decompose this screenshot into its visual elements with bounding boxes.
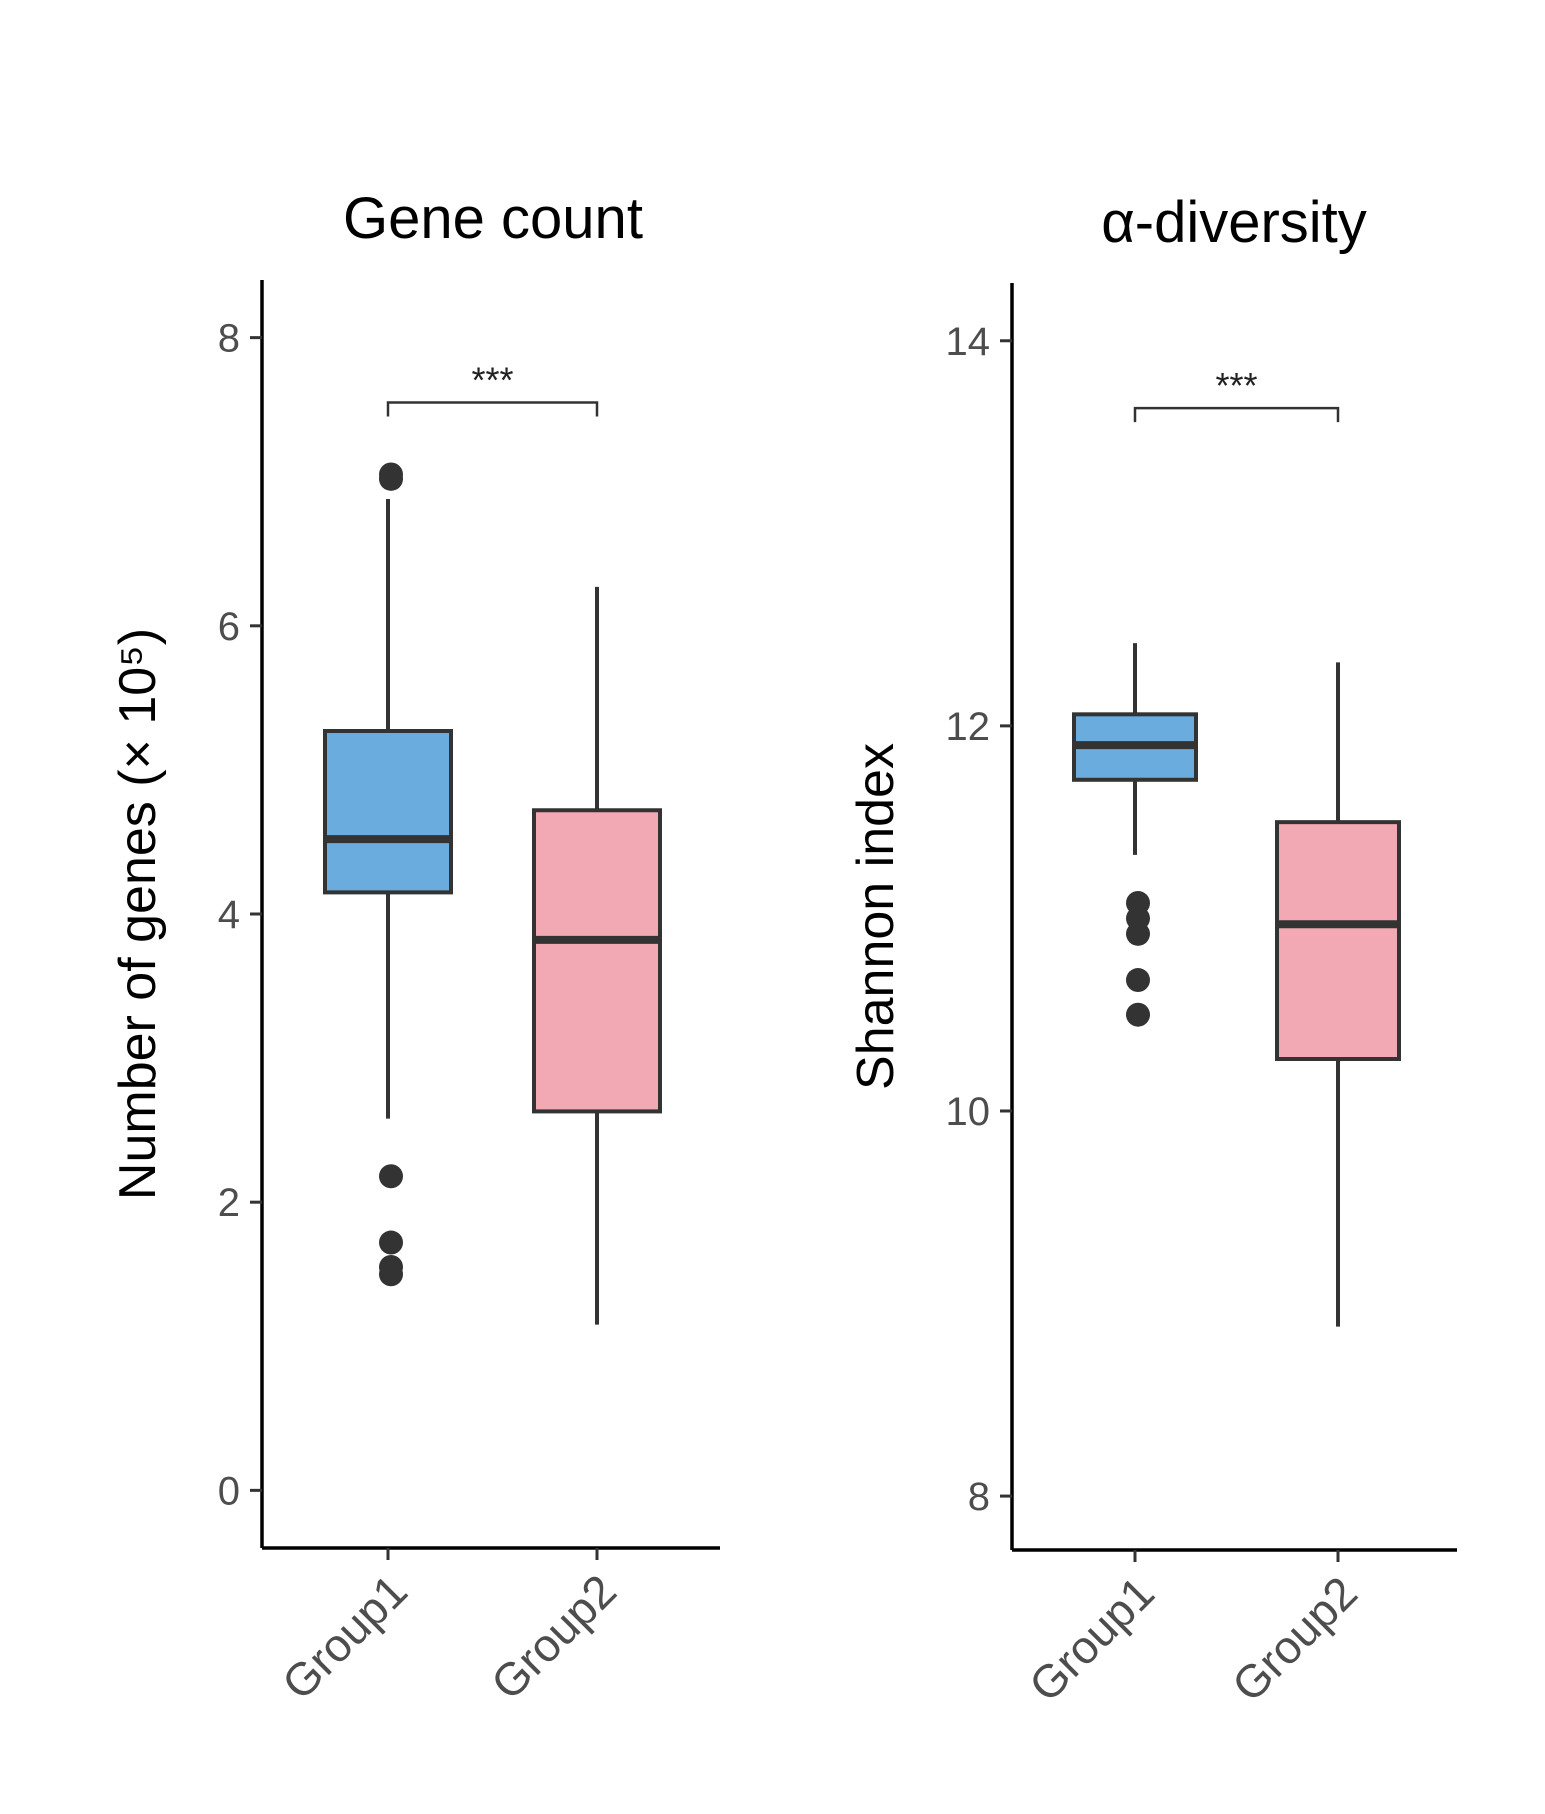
x-category-label: Group1 bbox=[1019, 1566, 1164, 1711]
y-tick-label: 8 bbox=[218, 317, 240, 361]
y-tick-label: 10 bbox=[946, 1090, 991, 1134]
box-group1 bbox=[1072, 643, 1198, 1027]
y-axis-label: Shannon index bbox=[847, 743, 905, 1090]
y-tick-label: 2 bbox=[218, 1181, 240, 1225]
y-axis-label: Number of genes (× 10⁵) bbox=[109, 628, 167, 1200]
significance-label: *** bbox=[1215, 365, 1257, 406]
chart-title: α-diversity bbox=[1101, 190, 1367, 255]
box-group2 bbox=[1275, 662, 1401, 1327]
outlier-point bbox=[379, 1230, 403, 1255]
significance-bracket bbox=[386, 401, 599, 417]
chart-panel-2: α-diversity Shannon index 8 10 12 14 Group1 Gro… bbox=[847, 190, 1457, 1712]
y-tick-label: 0 bbox=[218, 1469, 240, 1513]
outlier-point bbox=[379, 466, 403, 491]
box-group1 bbox=[323, 462, 453, 1287]
outlier-point bbox=[1126, 1002, 1150, 1027]
outlier-point bbox=[379, 1262, 403, 1287]
iqr-box bbox=[532, 808, 662, 1114]
y-tick-label: 8 bbox=[968, 1475, 990, 1519]
chart-panel-1: Gene count Number of genes (× 10⁵) 0 2 4 6 8 Gr… bbox=[109, 186, 720, 1710]
box-group2 bbox=[532, 586, 662, 1325]
significance-bracket bbox=[1133, 406, 1340, 423]
outlier-point bbox=[1126, 921, 1150, 946]
y-tick-label: 14 bbox=[946, 320, 991, 364]
x-category-label: Group2 bbox=[1222, 1566, 1367, 1711]
y-tick-label: 4 bbox=[218, 893, 240, 937]
significance-label: *** bbox=[471, 359, 513, 400]
y-tick-label: 6 bbox=[218, 605, 240, 649]
iqr-box bbox=[323, 729, 453, 895]
y-tick-label: 12 bbox=[946, 705, 991, 749]
x-category-label: Group2 bbox=[481, 1564, 626, 1709]
x-category-label: Group1 bbox=[272, 1564, 417, 1709]
outlier-point bbox=[379, 1164, 403, 1189]
chart-title: Gene count bbox=[343, 186, 643, 251]
iqr-box bbox=[1275, 820, 1401, 1061]
outlier-point bbox=[1126, 968, 1150, 993]
